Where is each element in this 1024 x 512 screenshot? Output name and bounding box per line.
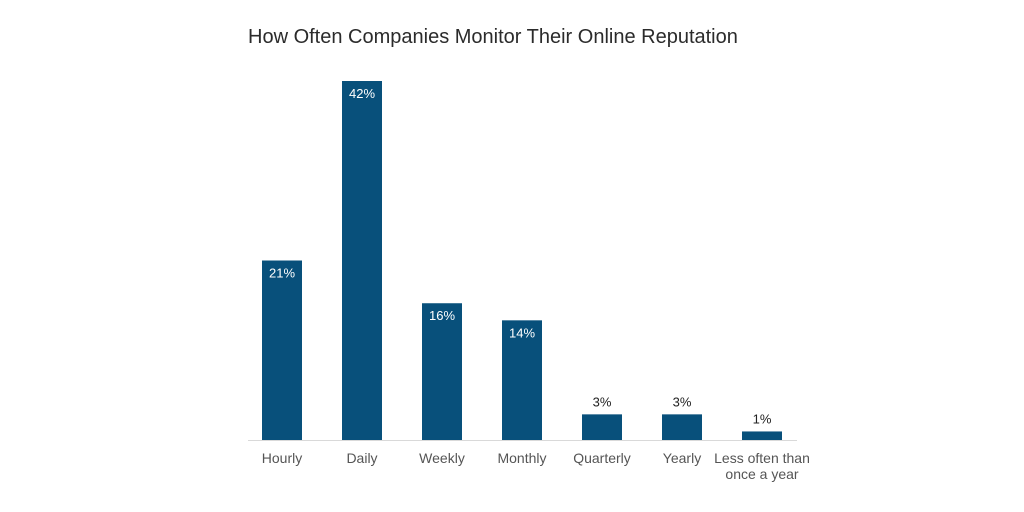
x-tick-label: Weekly: [419, 450, 465, 466]
bar-weekly: [422, 303, 462, 440]
x-tick-label: once a year: [725, 466, 798, 482]
data-label: 3%: [593, 394, 612, 409]
x-tick-label: Less often than: [714, 450, 810, 466]
bar-monthly: [502, 320, 542, 440]
data-label: 1%: [753, 411, 772, 426]
data-label: 42%: [349, 86, 375, 101]
bar-less-often-than-once-a-year: [742, 431, 782, 440]
data-label: 3%: [673, 394, 692, 409]
x-tick-label: Yearly: [663, 450, 701, 466]
x-tick-label: Daily: [346, 450, 377, 466]
data-label: 16%: [429, 308, 455, 323]
x-tick-label: Quarterly: [573, 450, 631, 466]
data-label: 14%: [509, 325, 535, 340]
chart-title: How Often Companies Monitor Their Online…: [248, 26, 738, 48]
bar-quarterly: [582, 414, 622, 440]
x-tick-label: Hourly: [262, 450, 302, 466]
bar-yearly: [662, 414, 702, 440]
x-tick-label: Monthly: [497, 450, 546, 466]
data-label: 21%: [269, 266, 295, 281]
bar-daily: [342, 81, 382, 440]
bar-hourly: [262, 260, 302, 440]
